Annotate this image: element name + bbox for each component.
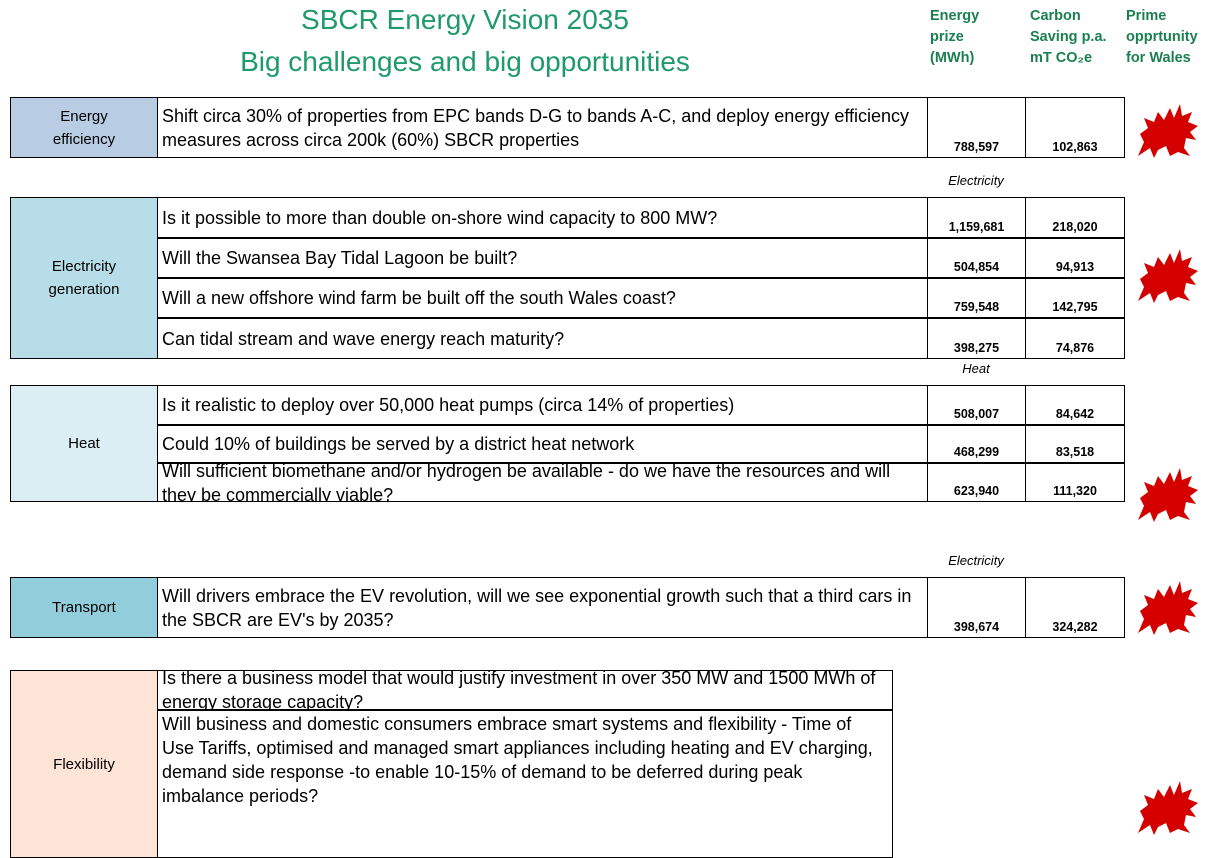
page: SBCR Energy Vision 2035 Big challenges a… xyxy=(0,0,1223,858)
section-note: Heat xyxy=(927,361,1025,376)
carbon-saving: 83,518 xyxy=(1025,425,1125,463)
column-header: Saving p.a. xyxy=(1030,27,1107,48)
energy-prize: 508,007 xyxy=(927,385,1026,425)
carbon-saving: 84,642 xyxy=(1025,385,1125,425)
dragon-icon xyxy=(1130,462,1200,524)
dragon-icon xyxy=(1130,775,1200,837)
question: Will business and domestic consumers emb… xyxy=(157,710,893,858)
column-header: for Wales xyxy=(1126,48,1191,69)
section-note: Electricity xyxy=(927,173,1025,188)
section-label: Transport xyxy=(10,577,158,638)
column-header: mT CO₂e xyxy=(1030,48,1092,69)
carbon-saving: 111,320 xyxy=(1025,463,1125,502)
column-header: prize xyxy=(930,27,964,48)
title: SBCR Energy Vision 2035 xyxy=(130,4,800,36)
carbon-saving: 94,913 xyxy=(1025,238,1125,278)
column-header: Energy xyxy=(930,6,979,27)
energy-prize: 468,299 xyxy=(927,425,1026,463)
section-label: Electricity generation xyxy=(10,197,158,359)
carbon-saving: 102,863 xyxy=(1025,97,1125,158)
energy-prize: 788,597 xyxy=(927,97,1026,158)
column-header: Carbon xyxy=(1030,6,1081,27)
question: Is it possible to more than double on-sh… xyxy=(157,197,928,238)
dragon-icon xyxy=(1130,243,1200,305)
carbon-saving: 324,282 xyxy=(1025,577,1125,638)
carbon-saving: 218,020 xyxy=(1025,197,1125,238)
section-label: Energy efficiency xyxy=(10,97,158,158)
energy-prize: 398,275 xyxy=(927,318,1026,359)
section-label: Heat xyxy=(10,385,158,502)
column-header: Prime xyxy=(1126,6,1166,27)
energy-prize: 623,940 xyxy=(927,463,1026,502)
column-header: opprtunity xyxy=(1126,27,1198,48)
question: Will sufficient biomethane and/or hydrog… xyxy=(157,463,928,502)
question: Can tidal stream and wave energy reach m… xyxy=(157,318,928,359)
question: Will a new offshore wind farm be built o… xyxy=(157,278,928,318)
carbon-saving: 142,795 xyxy=(1025,278,1125,318)
energy-prize: 759,548 xyxy=(927,278,1026,318)
question: Could 10% of buildings be served by a di… xyxy=(157,425,928,463)
section-label: Flexibility xyxy=(10,670,158,858)
carbon-saving: 74,876 xyxy=(1025,318,1125,359)
question: Shift circa 30% of properties from EPC b… xyxy=(157,97,928,158)
section-note: Electricity xyxy=(927,553,1025,568)
question: Will drivers embrace the EV revolution, … xyxy=(157,577,928,638)
question: Is it realistic to deploy over 50,000 he… xyxy=(157,385,928,425)
energy-prize: 504,854 xyxy=(927,238,1026,278)
energy-prize: 398,674 xyxy=(927,577,1026,638)
dragon-icon xyxy=(1130,98,1200,160)
subtitle: Big challenges and big opportunities xyxy=(130,46,800,78)
question: Will the Swansea Bay Tidal Lagoon be bui… xyxy=(157,238,928,278)
column-header: (MWh) xyxy=(930,48,974,69)
energy-prize: 1,159,681 xyxy=(927,197,1026,238)
dragon-icon xyxy=(1130,575,1200,637)
question: Is there a business model that would jus… xyxy=(157,670,893,710)
